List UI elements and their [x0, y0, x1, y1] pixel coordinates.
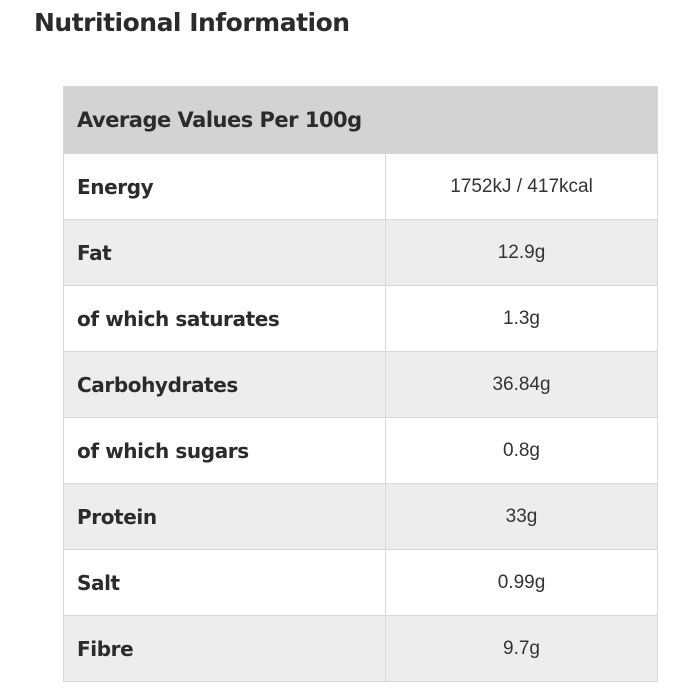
- table-row: Fibre 9.7g: [63, 615, 658, 682]
- nutrient-value: 9.7g: [385, 615, 658, 682]
- nutrient-value: 0.99g: [385, 549, 658, 616]
- nutrient-value: 33g: [385, 483, 658, 550]
- table-row: of which saturates 1.3g: [63, 285, 658, 352]
- nutrient-label: Fibre: [63, 615, 386, 682]
- table-row: Energy 1752kJ / 417kcal: [63, 153, 658, 220]
- nutrient-value: 36.84g: [385, 351, 658, 418]
- nutrition-table: Average Values Per 100g Energy 1752kJ / 4…: [63, 86, 658, 682]
- nutrient-label: Energy: [63, 153, 386, 220]
- table-row: Fat 12.9g: [63, 219, 658, 286]
- nutrient-label: Protein: [63, 483, 386, 550]
- page-title: Nutritional Information: [34, 8, 350, 37]
- nutrient-value: 0.8g: [385, 417, 658, 484]
- nutrient-label: Fat: [63, 219, 386, 286]
- nutrient-label: Salt: [63, 549, 386, 616]
- table-row: of which sugars 0.8g: [63, 417, 658, 484]
- nutrient-label: of which sugars: [63, 417, 386, 484]
- table-row: Carbohydrates 36.84g: [63, 351, 658, 418]
- nutrient-value: 12.9g: [385, 219, 658, 286]
- table-row: Salt 0.99g: [63, 549, 658, 616]
- nutrient-value: 1.3g: [385, 285, 658, 352]
- table-header: Average Values Per 100g: [63, 86, 658, 154]
- table-row: Protein 33g: [63, 483, 658, 550]
- nutrient-label: Carbohydrates: [63, 351, 386, 418]
- nutrient-value: 1752kJ / 417kcal: [385, 153, 658, 220]
- nutrient-label: of which saturates: [63, 285, 386, 352]
